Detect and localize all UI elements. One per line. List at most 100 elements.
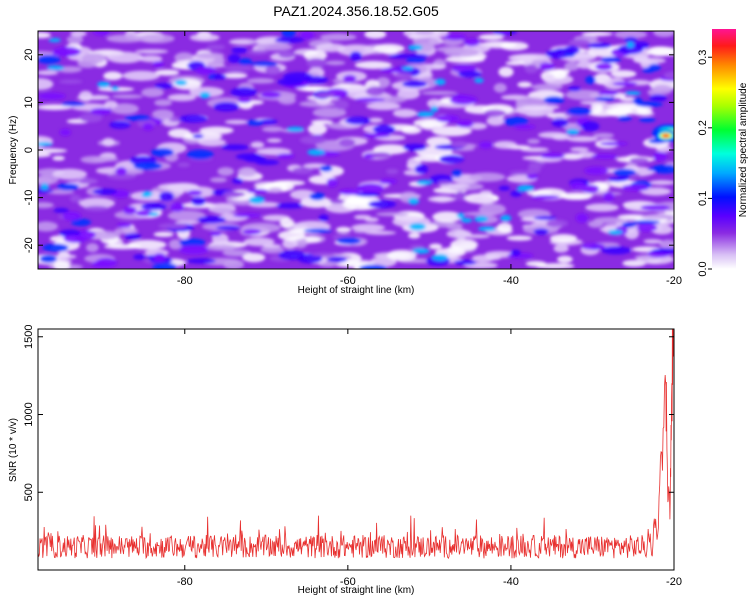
heatmap-cell xyxy=(249,196,265,204)
heatmap-cell xyxy=(517,184,535,192)
heatmap-cell xyxy=(612,81,638,86)
heatmap-cell xyxy=(111,94,144,99)
heatmap-cell xyxy=(230,87,257,97)
spectrogram-panel: -80 -60 -40 -20 -20 -10 0 10 20 Height of strai… xyxy=(8,30,682,296)
heatmap-cell xyxy=(525,260,547,267)
heatmap-cell xyxy=(243,237,275,247)
heatmap-cell xyxy=(653,151,668,162)
heatmap-cell xyxy=(123,206,137,215)
heatmap-cell xyxy=(354,97,385,102)
heatmap-cell xyxy=(567,107,592,116)
heatmap-cell xyxy=(154,69,180,76)
heatmap-cell xyxy=(629,157,649,164)
spectrogram-ytick-label: -10 xyxy=(23,190,35,206)
heatmap-cell xyxy=(591,153,618,159)
heatmap-cell xyxy=(307,123,328,135)
heatmap-cell xyxy=(406,57,426,64)
heatmap-cell xyxy=(646,46,674,57)
heatmap-cell xyxy=(86,243,99,253)
heatmap-cell xyxy=(528,161,545,168)
heatmap-cell xyxy=(408,232,421,239)
heatmap-cell xyxy=(117,222,133,228)
heatmap-cell xyxy=(431,125,472,137)
heatmap-cell xyxy=(255,159,280,166)
heatmap-cell xyxy=(414,164,429,175)
heatmap-cell xyxy=(456,119,474,128)
heatmap-cell xyxy=(279,218,295,229)
heatmap-cell xyxy=(261,126,284,133)
heatmap-cell xyxy=(602,191,615,202)
heatmap-cell xyxy=(565,89,604,101)
heatmap-cell xyxy=(576,151,596,159)
heatmap-cell xyxy=(503,116,529,127)
heatmap-cell xyxy=(452,94,468,100)
heatmap-cell xyxy=(278,50,296,59)
heatmap-cell xyxy=(46,65,65,71)
heatmap-cell xyxy=(557,255,573,264)
heatmap-cell xyxy=(307,148,326,156)
heatmap-cell xyxy=(427,196,456,203)
heatmap-cell xyxy=(325,60,346,66)
heatmap-cell xyxy=(401,65,414,71)
heatmap-cell xyxy=(427,98,443,109)
heatmap-cell xyxy=(154,99,173,107)
heatmap-cell xyxy=(567,136,599,143)
heatmap-cell xyxy=(38,70,59,76)
snr-x-label: Height of straight line (km) xyxy=(298,585,415,596)
heatmap-cell xyxy=(90,107,112,116)
heatmap-cell xyxy=(56,183,79,191)
heatmap-cell xyxy=(42,243,69,252)
colorbar-tick-label: 0.3 xyxy=(697,50,709,65)
heatmap-cell xyxy=(478,141,493,149)
heatmap-cell xyxy=(205,244,237,251)
heatmap-cell xyxy=(345,116,371,125)
heatmap-cell xyxy=(581,31,613,37)
heatmap-cell xyxy=(159,191,175,202)
heatmap-cell xyxy=(76,95,111,101)
heatmap-cell xyxy=(533,228,549,235)
heatmap-cell xyxy=(563,45,580,55)
heatmap-cell xyxy=(206,44,226,50)
heatmap-cell xyxy=(52,155,65,161)
heatmap-cell xyxy=(138,55,163,63)
heatmap-cell xyxy=(498,185,511,191)
heatmap-cell xyxy=(319,165,333,172)
heatmap-cell xyxy=(342,198,379,211)
heatmap-cell xyxy=(371,151,392,159)
colorbar-tick-label: 0.1 xyxy=(697,191,709,206)
heatmap-cell xyxy=(478,226,496,232)
heatmap-cell xyxy=(213,102,240,112)
heatmap-cell xyxy=(649,180,674,186)
heatmap-cell xyxy=(617,115,632,121)
heatmap-cell xyxy=(454,191,466,201)
heatmap-cell xyxy=(189,33,220,42)
spectrogram-x-ticks: -80 -60 -40 -20 xyxy=(177,31,682,287)
heatmap-cell xyxy=(312,107,347,118)
heatmap-cell xyxy=(167,210,206,222)
heatmap-cell xyxy=(531,83,563,91)
heatmap-cell xyxy=(338,138,356,148)
heatmap-cell xyxy=(437,180,452,185)
heatmap-cell xyxy=(232,212,262,218)
heatmap-cell xyxy=(38,221,58,232)
heatmap-cell xyxy=(332,79,345,84)
heatmap-cell xyxy=(539,62,555,71)
heatmap-cell xyxy=(373,43,405,54)
heatmap-cell xyxy=(38,152,52,158)
heatmap-cell xyxy=(115,167,127,176)
heatmap-cell xyxy=(367,117,383,123)
heatmap-cell xyxy=(416,111,435,118)
heatmap-cell xyxy=(598,90,619,96)
heatmap-cell xyxy=(496,222,513,233)
heatmap-cell xyxy=(216,225,241,231)
heatmap-cell xyxy=(63,234,87,243)
heatmap-cell xyxy=(168,239,182,250)
heatmap-cell xyxy=(453,259,477,266)
heatmap-cell xyxy=(141,87,165,98)
heatmap-cell xyxy=(394,72,413,80)
heatmap-cell xyxy=(526,190,553,197)
heatmap-cell xyxy=(515,97,549,108)
heatmap-cell xyxy=(38,31,51,39)
heatmap-cell xyxy=(526,173,539,180)
heatmap-cell xyxy=(607,229,623,235)
